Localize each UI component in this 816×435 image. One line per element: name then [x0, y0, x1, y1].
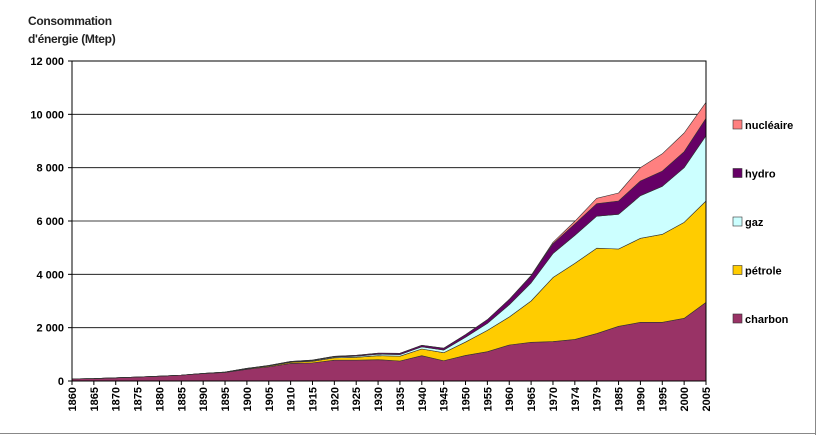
x-tick-label: 1875 [133, 387, 145, 411]
legend-swatch-gaz [732, 216, 743, 227]
x-tick-label: 2005 [701, 387, 713, 411]
x-tick-label: 1965 [526, 387, 538, 411]
legend-label-gaz: gaz [745, 217, 764, 229]
x-tick-label: 1990 [635, 387, 647, 411]
x-tick-label: 2000 [679, 387, 691, 411]
x-tick-label: 1995 [657, 387, 669, 411]
x-tick-label: 1870 [111, 387, 123, 411]
x-tick-label: 1970 [548, 387, 560, 411]
x-tick-label: 1955 [482, 387, 494, 411]
x-tick-label: 1900 [242, 387, 254, 411]
x-tick-label: 1895 [220, 387, 232, 411]
axes: 0 2 000 4 000 6 000 8 000 10 000 12 000 1860 186… [30, 56, 713, 411]
x-tick-label: 1915 [307, 387, 319, 411]
legend-swatch-pétrole [732, 265, 743, 275]
x-tick-label: 1865 [89, 387, 101, 411]
x-tick-label: 1910 [286, 387, 298, 411]
y-tick-label: 4 000 [36, 269, 64, 281]
x-tick-label: 1925 [351, 387, 363, 411]
x-tick-label: 1905 [264, 387, 276, 411]
x-tick-label: 1950 [461, 387, 473, 411]
x-tick-label: 1880 [154, 387, 166, 411]
x-tick-label: 1930 [373, 387, 385, 411]
legend-label-pétrole: pétrole [745, 266, 782, 278]
x-tick-label: 1935 [395, 387, 407, 411]
x-tick-label: 1945 [439, 387, 451, 411]
y-tick-label: 2 000 [36, 323, 64, 335]
y-tick-label: 8 000 [36, 163, 64, 175]
x-tick-label: 1985 [614, 387, 626, 411]
y-tick-label: 10 000 [30, 109, 64, 121]
x-tick-label: 1860 [67, 387, 79, 411]
legend-swatch-charbon [732, 313, 743, 324]
legend-swatch-hydro [732, 168, 743, 178]
plot-frame [71, 60, 707, 382]
x-tick-label: 1974 [570, 386, 582, 411]
y-tick-label: 6 000 [36, 216, 64, 228]
x-tick-label: 1890 [198, 387, 210, 411]
x-tick-label: 1885 [176, 387, 188, 411]
legend-swatch-nucléaire [732, 119, 743, 130]
legend-label-nucléaire: nucléaire [745, 120, 793, 132]
x-tick-label: 1940 [417, 387, 429, 411]
x-tick-label: 1920 [329, 387, 341, 411]
y-tick-label: 0 [58, 376, 64, 388]
legend-label-charbon: charbon [745, 314, 789, 326]
x-tick-label: 1979 [592, 387, 604, 411]
y-axis-title-line1: Consommation [28, 14, 112, 28]
y-axis-title-line2: d'énergie (Mtep) [28, 32, 116, 46]
legend-label-hydro: hydro [745, 169, 776, 181]
x-tick-label: 1960 [504, 387, 516, 411]
y-tick-label: 12 000 [30, 56, 64, 68]
